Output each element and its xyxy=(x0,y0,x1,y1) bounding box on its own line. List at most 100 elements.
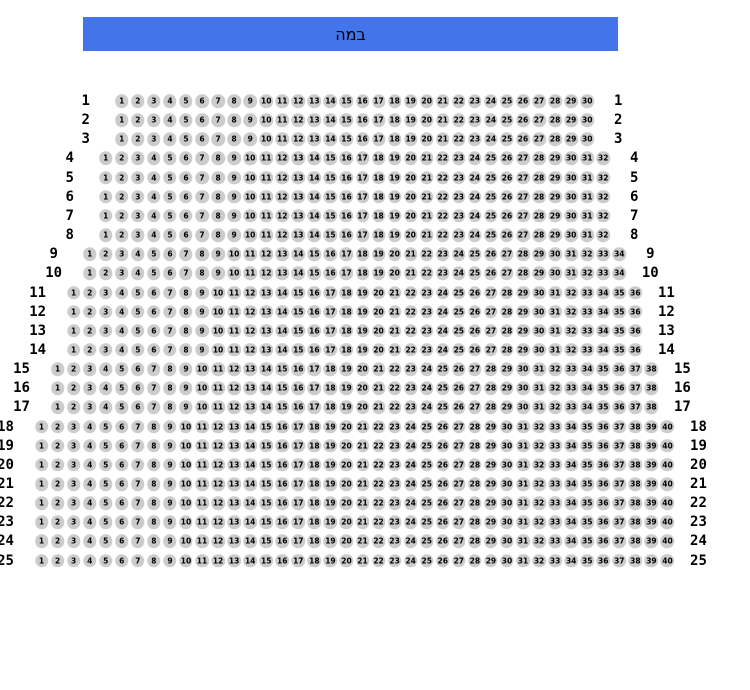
seat[interactable]: 2 xyxy=(98,247,113,261)
seat[interactable]: 8 xyxy=(227,113,241,127)
seat[interactable]: 31 xyxy=(548,285,562,300)
seat[interactable]: 18 xyxy=(323,362,338,376)
seat[interactable]: 26 xyxy=(516,113,530,127)
seat[interactable]: 31 xyxy=(516,438,530,453)
seat[interactable]: 34 xyxy=(564,438,578,453)
seat[interactable]: 28 xyxy=(484,400,498,415)
seat[interactable]: 25 xyxy=(484,170,498,185)
seat[interactable]: 39 xyxy=(644,438,659,453)
seat[interactable]: 3 xyxy=(66,477,81,491)
seat[interactable]: 26 xyxy=(484,247,498,261)
seat[interactable]: 39 xyxy=(644,458,659,472)
seat[interactable]: 3 xyxy=(66,419,81,434)
seat[interactable]: 21 xyxy=(355,515,370,530)
seat[interactable]: 7 xyxy=(131,438,145,453)
seat[interactable]: 16 xyxy=(323,266,338,281)
seat[interactable]: 9 xyxy=(163,553,177,568)
seat[interactable]: 31 xyxy=(516,477,530,491)
seat[interactable]: 1 xyxy=(34,419,49,434)
seat[interactable]: 22 xyxy=(436,190,450,204)
seat[interactable]: 33 xyxy=(548,515,562,530)
seat[interactable]: 34 xyxy=(564,496,578,510)
seat[interactable]: 6 xyxy=(147,304,161,319)
seat[interactable]: 22 xyxy=(371,534,386,549)
seat[interactable]: 20 xyxy=(403,228,418,242)
seat[interactable]: 21 xyxy=(387,285,402,300)
seat[interactable]: 5 xyxy=(179,132,193,147)
seat[interactable]: 29 xyxy=(484,477,498,491)
seat[interactable]: 15 xyxy=(275,362,290,376)
seat[interactable]: 17 xyxy=(339,247,354,261)
seat[interactable]: 37 xyxy=(612,477,627,491)
seat[interactable]: 34 xyxy=(564,458,578,472)
seat[interactable]: 32 xyxy=(548,362,562,376)
seat[interactable]: 5 xyxy=(163,170,177,185)
seat[interactable]: 33 xyxy=(548,553,562,568)
seat[interactable]: 5 xyxy=(147,247,161,261)
seat[interactable]: 5 xyxy=(179,113,193,127)
seat[interactable]: 28 xyxy=(468,515,482,530)
seat[interactable]: 16 xyxy=(307,304,322,319)
seat[interactable]: 39 xyxy=(644,419,659,434)
seat[interactable]: 18 xyxy=(307,496,322,510)
seat[interactable]: 21 xyxy=(419,190,434,204)
seat[interactable]: 13 xyxy=(227,477,241,491)
seat[interactable]: 19 xyxy=(323,515,338,530)
seat[interactable]: 21 xyxy=(436,94,450,108)
seat[interactable]: 13 xyxy=(259,285,273,300)
seat[interactable]: 30 xyxy=(564,228,578,242)
seat[interactable]: 19 xyxy=(323,553,338,568)
seat[interactable]: 29 xyxy=(548,151,562,166)
seat[interactable]: 22 xyxy=(371,438,386,453)
seat[interactable]: 8 xyxy=(163,400,177,415)
seat[interactable]: 17 xyxy=(291,419,306,434)
seat[interactable]: 23 xyxy=(468,113,482,127)
seat[interactable]: 9 xyxy=(211,247,225,261)
seat[interactable]: 35 xyxy=(580,534,594,549)
seat[interactable]: 14 xyxy=(243,496,257,510)
seat[interactable]: 34 xyxy=(564,534,578,549)
seat[interactable]: 15 xyxy=(307,266,322,281)
seat[interactable]: 17 xyxy=(323,304,338,319)
seat[interactable]: 26 xyxy=(516,94,530,108)
seat[interactable]: 38 xyxy=(628,438,643,453)
seat[interactable]: 9 xyxy=(227,170,241,185)
seat[interactable]: 15 xyxy=(339,94,354,108)
seat[interactable]: 4 xyxy=(82,477,97,491)
seat[interactable]: 3 xyxy=(82,381,97,395)
seat[interactable]: 1 xyxy=(66,324,81,338)
seat[interactable]: 1 xyxy=(98,209,113,223)
seat[interactable]: 40 xyxy=(660,458,675,472)
seat[interactable]: 20 xyxy=(419,113,434,127)
seat[interactable]: 9 xyxy=(163,534,177,549)
seat[interactable]: 31 xyxy=(580,190,594,204)
seat[interactable]: 1 xyxy=(98,170,113,185)
seat[interactable]: 38 xyxy=(628,419,643,434)
seat[interactable]: 11 xyxy=(259,190,273,204)
seat[interactable]: 9 xyxy=(227,228,241,242)
seat[interactable]: 28 xyxy=(500,285,514,300)
seat[interactable]: 2 xyxy=(82,324,97,338)
seat[interactable]: 23 xyxy=(452,190,466,204)
seat[interactable]: 13 xyxy=(275,266,290,281)
seat[interactable]: 9 xyxy=(163,515,177,530)
seat[interactable]: 4 xyxy=(115,343,129,357)
seat[interactable]: 6 xyxy=(179,209,193,223)
seat[interactable]: 19 xyxy=(387,151,402,166)
seat[interactable]: 31 xyxy=(580,228,594,242)
seat[interactable]: 3 xyxy=(147,132,161,147)
seat[interactable]: 19 xyxy=(387,228,402,242)
seat[interactable]: 25 xyxy=(419,477,434,491)
seat[interactable]: 24 xyxy=(436,324,450,338)
seat[interactable]: 20 xyxy=(355,362,370,376)
seat[interactable]: 29 xyxy=(484,458,498,472)
seat[interactable]: 8 xyxy=(211,170,225,185)
seat[interactable]: 27 xyxy=(452,477,466,491)
seat[interactable]: 17 xyxy=(291,553,306,568)
seat[interactable]: 21 xyxy=(436,132,450,147)
seat[interactable]: 1 xyxy=(34,496,49,510)
seat[interactable]: 2 xyxy=(66,381,81,395)
seat[interactable]: 5 xyxy=(98,419,113,434)
seat[interactable]: 11 xyxy=(259,170,273,185)
seat[interactable]: 10 xyxy=(195,381,209,395)
